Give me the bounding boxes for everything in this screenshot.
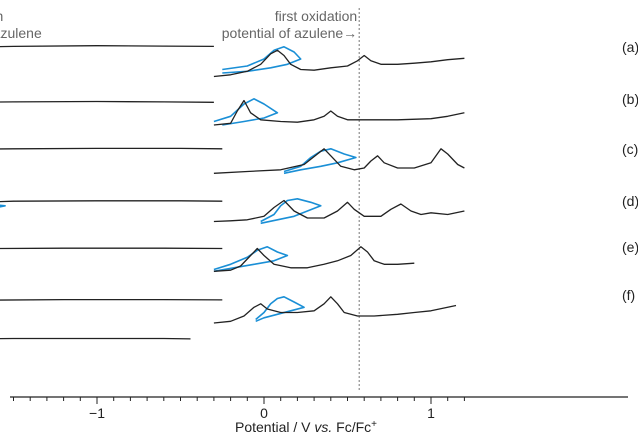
reference-annotation-line: first oxidation bbox=[275, 8, 357, 24]
dpv-oxidation-curve bbox=[213, 148, 465, 174]
x-tick-label: 0 bbox=[260, 405, 268, 421]
trace-group-5 bbox=[0, 246, 415, 273]
dpv-oxidation-curve bbox=[213, 199, 465, 223]
dpv-reduction-curve bbox=[0, 45, 214, 48]
dpv-oxidation-curve bbox=[213, 296, 457, 324]
cv-oxidation-curve bbox=[213, 98, 279, 126]
dpv-reduction-curve bbox=[0, 247, 223, 250]
reference-annotation-line: potential of azulene→ bbox=[222, 25, 357, 41]
dpv-oxidation-curve bbox=[213, 49, 465, 78]
series-label-4: (d) bbox=[622, 193, 638, 209]
cv-oxidation-curve bbox=[255, 296, 305, 323]
series-label-2: (b) bbox=[622, 91, 638, 107]
dpv-reduction-curve bbox=[0, 298, 223, 301]
dpv-reduction-curve bbox=[0, 100, 214, 103]
x-axis: −2−101 bbox=[10, 396, 628, 421]
reference-annotation-line: potential of azulene bbox=[0, 25, 42, 41]
reference-lines: ←first reductionpotential of azulene firs… bbox=[0, 8, 360, 392]
cv-oxidation-curve bbox=[222, 46, 302, 74]
cv-oxidation-curve bbox=[213, 246, 289, 273]
x-tick-label: 1 bbox=[427, 405, 435, 421]
trace-group-2 bbox=[0, 98, 465, 126]
x-axis-label: Potential / V vs. Fc/Fc+ bbox=[235, 419, 377, 435]
trace-group-7 bbox=[0, 337, 191, 340]
cv-oxidation-curve bbox=[283, 148, 357, 175]
trace-group-4 bbox=[0, 198, 465, 225]
series-labels: (a) (b) (c) (d) (e) (f) bbox=[622, 39, 638, 303]
trace-group-1 bbox=[0, 45, 465, 78]
x-tick-label: −1 bbox=[89, 405, 105, 421]
x-axis-label-part-1: Potential / V bbox=[235, 419, 314, 435]
x-axis-label-part-2: vs. bbox=[314, 419, 332, 435]
dpv-reduction-curve bbox=[0, 337, 191, 340]
dpv-oxidation-curve bbox=[213, 246, 415, 272]
reference-annotation-1: ←first reductionpotential of azulene bbox=[0, 8, 42, 41]
cv-reduction-curve bbox=[0, 204, 6, 208]
series-label-1: (a) bbox=[622, 39, 638, 55]
series-label-5: (e) bbox=[622, 239, 638, 255]
dpv-oxidation-curve bbox=[213, 99, 465, 126]
series-label-3: (c) bbox=[622, 141, 638, 157]
trace-group-3 bbox=[0, 147, 465, 175]
dpv-reduction-curve bbox=[0, 200, 223, 203]
series-label-6: (f) bbox=[622, 287, 635, 303]
x-axis-label-part-4: + bbox=[371, 419, 377, 430]
voltammogram-traces bbox=[0, 45, 465, 340]
reference-annotation-line: ←first reduction bbox=[0, 8, 3, 24]
dpv-reduction-curve bbox=[0, 147, 223, 150]
x-axis-label-part-3: Fc/Fc bbox=[332, 419, 371, 435]
reference-annotation-2: first oxidation potential of azulene→ bbox=[222, 8, 357, 41]
trace-group-6 bbox=[0, 296, 457, 324]
cv-oxidation-curve bbox=[260, 198, 322, 225]
